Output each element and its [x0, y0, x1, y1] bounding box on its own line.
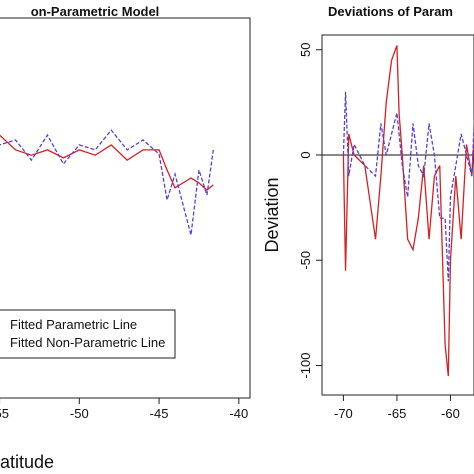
plot-frame: [0, 17, 251, 399]
y-tick-label: 50: [298, 43, 313, 57]
y-tick-label: -50: [298, 251, 313, 270]
y-axis-label: Deviation: [262, 177, 282, 252]
x-tick-label: -55: [0, 406, 9, 421]
plot-frame: [321, 34, 474, 396]
chart-title: on-Parametric Model: [31, 4, 160, 19]
x-tick-label: -45: [150, 406, 169, 421]
series-line: [0, 134, 214, 192]
legend-label: Fitted Parametric Line: [10, 317, 137, 332]
series-line: [0, 129, 214, 236]
series-line: [342, 91, 474, 282]
y-tick-label: -100: [298, 353, 313, 379]
x-axis-label: atitude: [0, 452, 54, 472]
x-tick-label: -65: [388, 406, 407, 421]
x-tick-label: -50: [70, 406, 89, 421]
x-tick-label: -60: [441, 406, 460, 421]
series-line: [342, 45, 474, 377]
legend-label: Fitted Non-Parametric Line: [10, 335, 165, 350]
x-tick-label: -40: [229, 406, 248, 421]
chart-title: Deviations of Param: [328, 4, 453, 19]
y-tick-label: 0: [298, 151, 313, 158]
legend-box: [0, 309, 176, 359]
x-tick-label: -70: [334, 406, 353, 421]
